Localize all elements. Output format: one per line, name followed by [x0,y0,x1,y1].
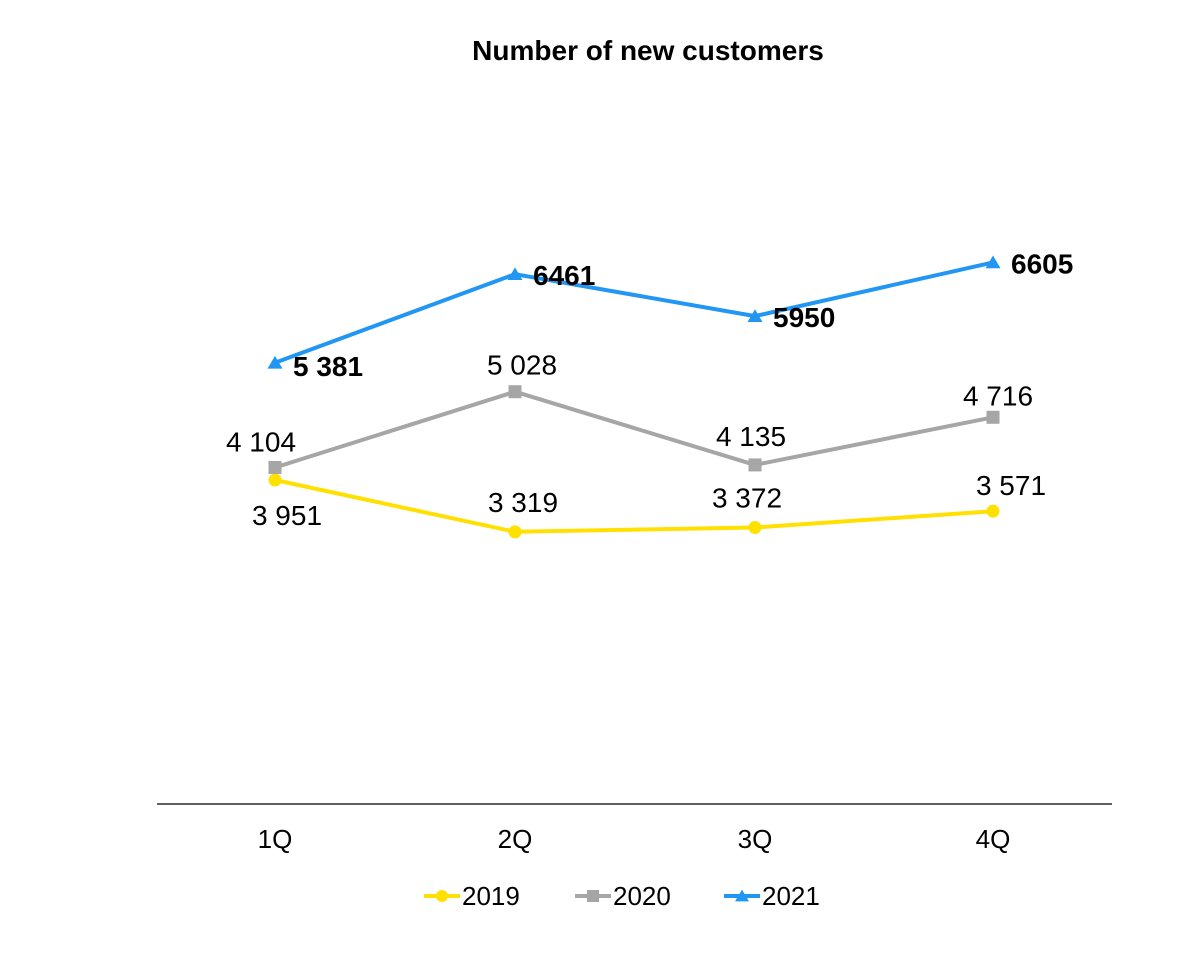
data-label-2021: 6461 [533,260,595,291]
data-labels: 3 951 3 319 3 372 3 571 4 104 5 028 4 135 4 716… [226,248,1073,531]
data-label-2019: 3 951 [252,500,322,531]
data-point [748,458,762,472]
data-point [986,504,1000,518]
data-label-2020: 4 716 [963,380,1033,411]
data-label-2019: 3 571 [976,470,1046,501]
data-point [268,473,282,487]
data-label-2021: 5950 [773,302,835,333]
legend-marker [436,890,448,902]
data-point [986,410,1000,424]
x-tick-label: 3Q [738,824,773,854]
data-point [268,460,282,474]
legend-label: 2020 [613,881,671,911]
data-label-2020: 4 135 [716,421,786,452]
data-label-2019: 3 319 [488,487,558,518]
legend-marker [735,889,749,902]
legend-marker [587,890,599,902]
data-label-2019: 3 372 [712,482,782,513]
data-label-2020: 4 104 [226,426,296,457]
x-axis-ticks: 1Q 2Q 3Q 4Q [258,824,1011,854]
series-line [273,478,995,534]
series-2021 [267,255,1001,369]
legend-item-2020: 2020 [575,881,671,911]
series-2019 [268,473,1000,539]
data-point [267,355,283,369]
data-point [985,255,1001,269]
x-tick-label: 4Q [976,824,1011,854]
data-label-2021: 5 381 [293,351,363,382]
series-line [273,260,995,365]
series-line [273,389,995,470]
data-point [508,385,522,399]
legend: 2019 2020 2021 [424,881,820,911]
x-tick-label: 1Q [258,824,293,854]
data-point [507,267,523,281]
legend-label: 2019 [462,881,520,911]
data-point [748,520,762,534]
legend-label: 2021 [762,881,820,911]
series-2020 [268,385,1000,474]
series-layer [267,255,1001,539]
legend-item-2021: 2021 [724,881,820,911]
data-label-2020: 5 028 [487,350,557,381]
data-label-2021: 6605 [1011,248,1073,279]
chart-title: Number of new customers [472,35,824,66]
data-point [747,309,763,322]
data-point [508,525,522,539]
legend-item-2019: 2019 [424,881,520,911]
x-tick-label: 2Q [498,824,533,854]
